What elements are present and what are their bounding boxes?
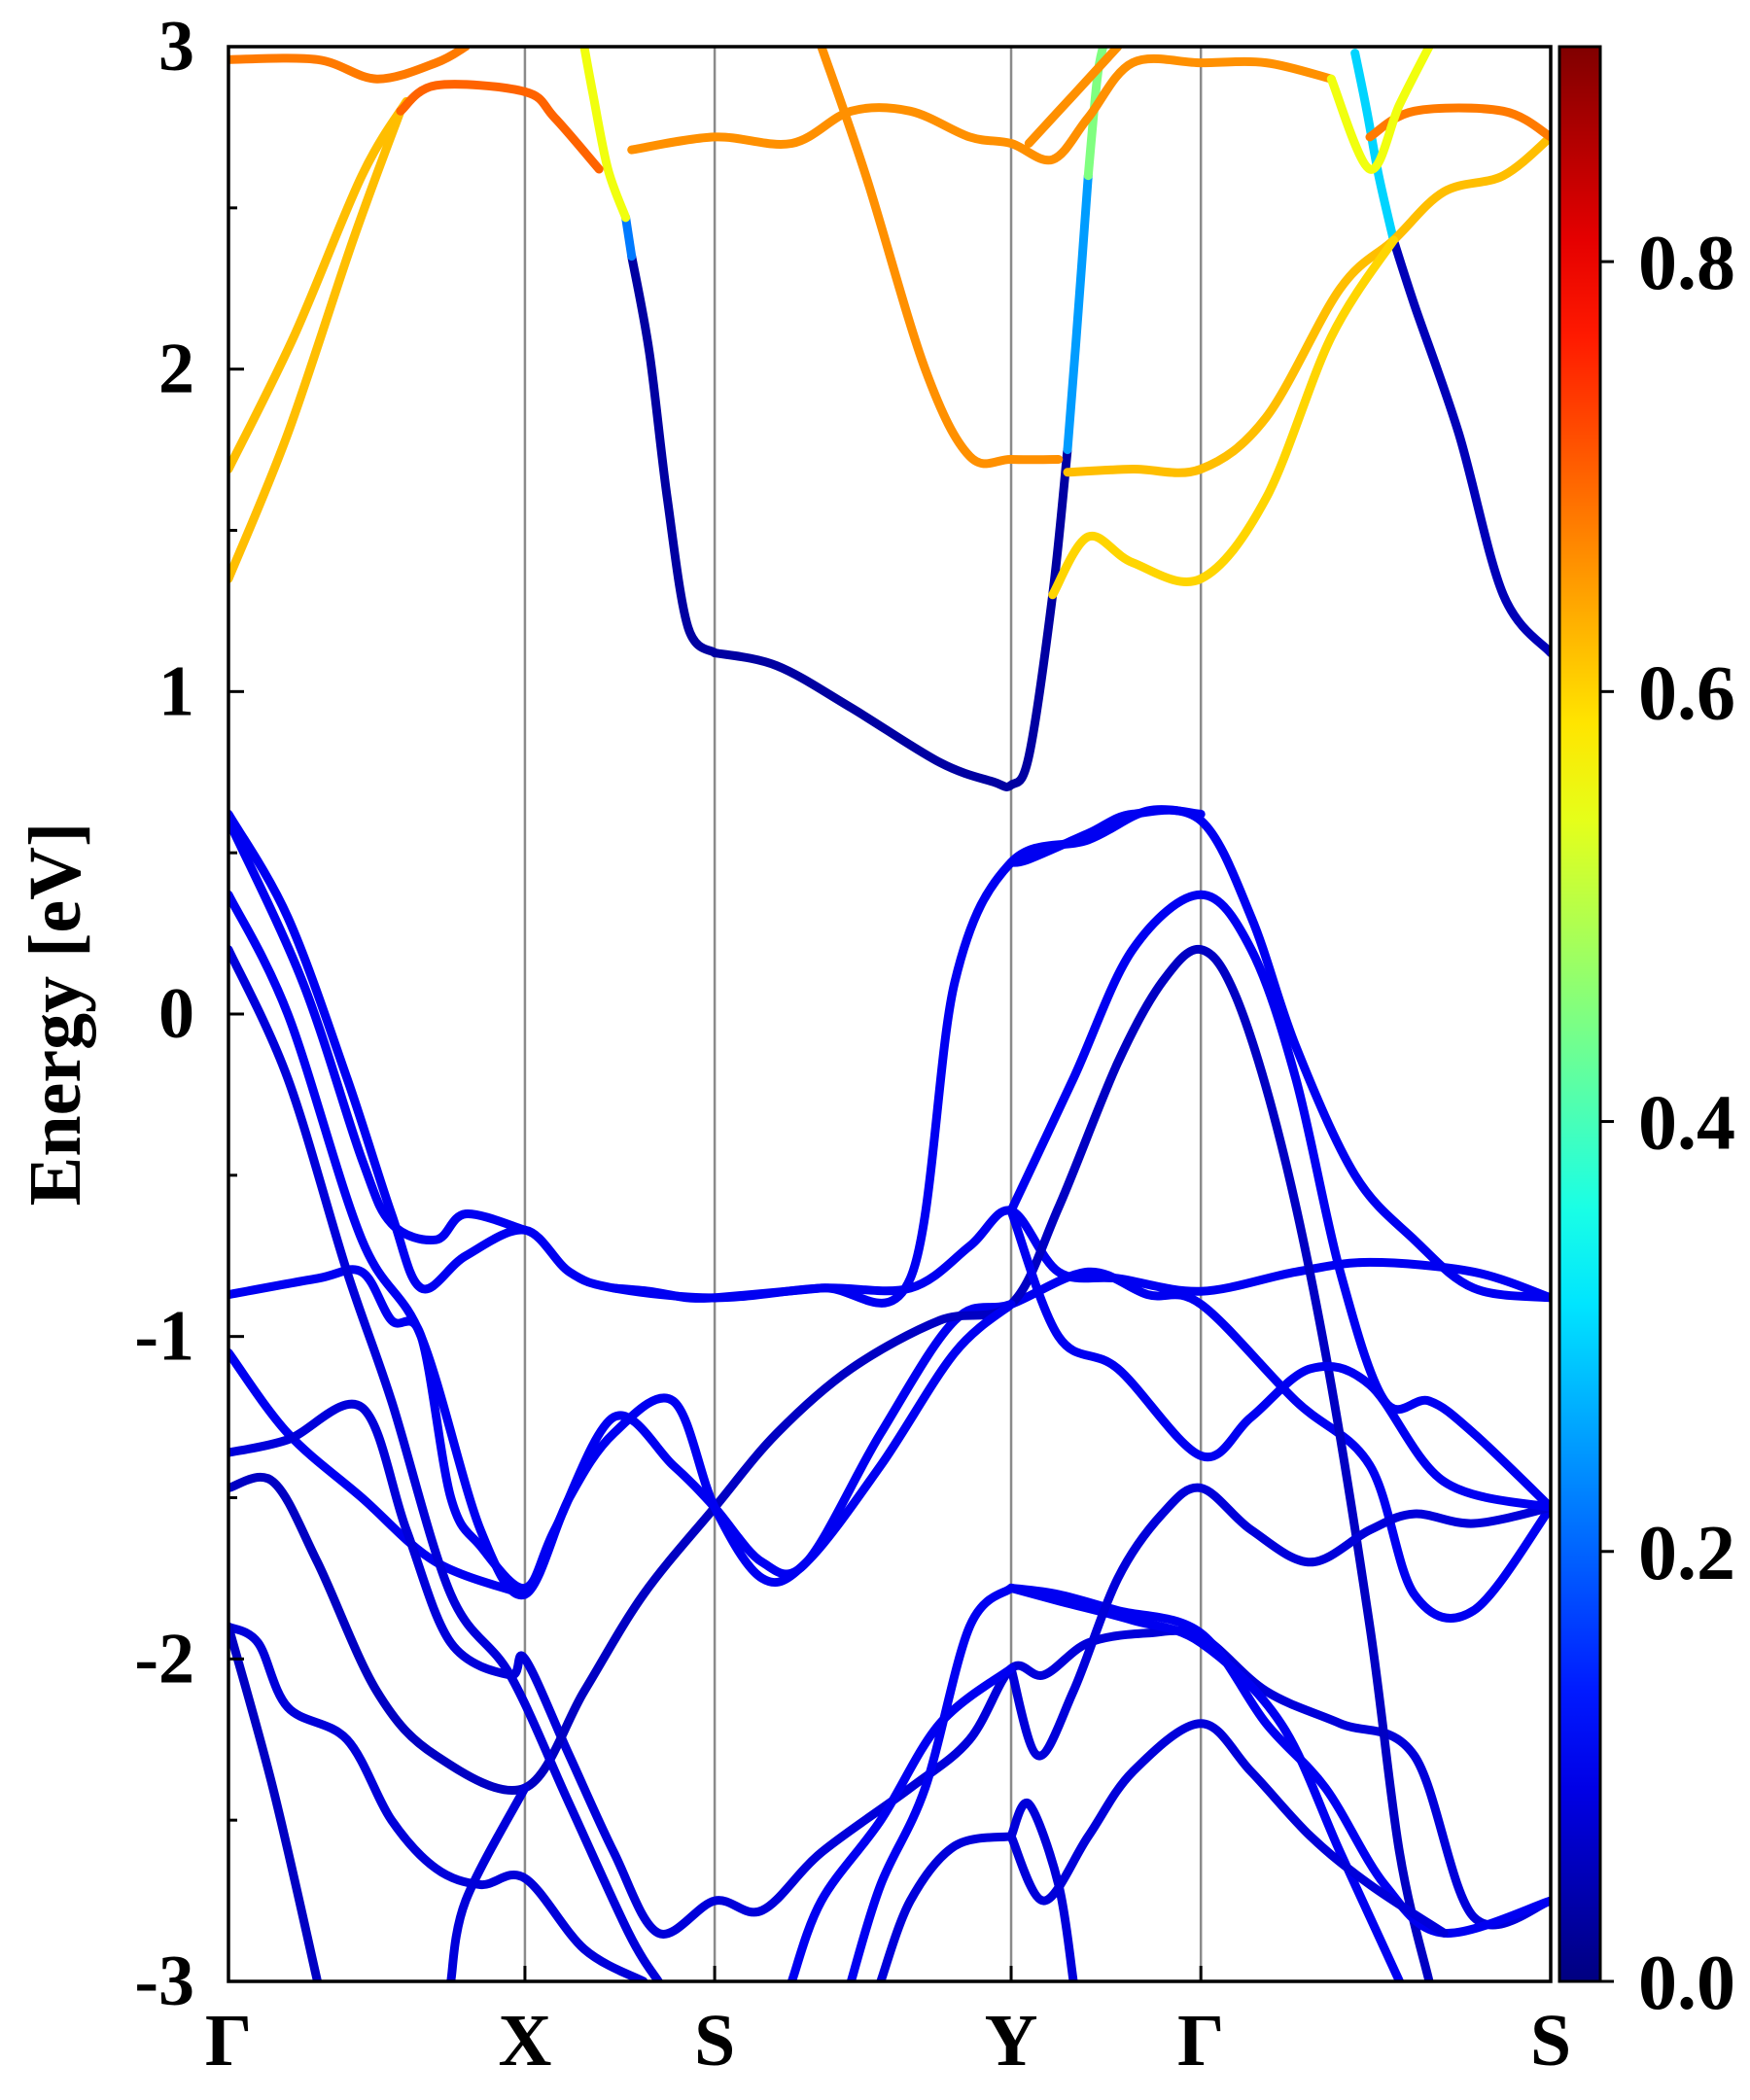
band-segment-31 [1006,890,1551,1512]
band-segment-16 [1024,47,1123,148]
kpoint-label: S [1530,2000,1571,2082]
band-segment-39 [1006,1798,1078,1981]
band-segment-27 [228,890,1016,1600]
band-segment-19 [228,809,1551,1303]
y-tick-label: 0 [158,974,194,1054]
band-segment-4 [621,213,637,262]
band-segment-6 [1388,235,1551,657]
plot-frame [227,45,1553,1983]
band-segment-22 [609,1283,719,1303]
band-segment-3 [627,252,719,657]
band-segment-38 [876,1832,1016,1981]
band-segment-14 [1063,132,1551,477]
y-tick-label: 1 [158,651,194,731]
colorbar: 0.0 0.2 0.4 0.6 0.8 [1558,45,1735,2026]
band-segment-36 [1006,1719,1449,1938]
band-segment-2 [1083,47,1108,181]
band-segment-8 [228,96,411,473]
y-tick-label: -1 [134,1297,194,1377]
kpoint-label: Y [985,2000,1038,2082]
band-segment-29 [1006,805,1551,1303]
band-segment-20 [228,816,530,1245]
band-segment-26 [228,1622,648,1981]
colorbar-tick-label: 0.6 [1638,650,1735,736]
band-segment-24 [228,1399,1551,1939]
y-tick-label: 2 [158,330,194,409]
kpoint-label: S [694,2000,735,2082]
band-segment-30 [710,805,1206,1308]
band-segment-10 [396,80,604,174]
band-segment-37 [846,1583,1016,1981]
y-axis-label: Energy [eV] [15,822,96,1207]
band-segment-34 [1006,1483,1551,1761]
band-segment-11 [228,47,471,84]
band-segment-18 [1326,47,1434,174]
band-segment-23 [228,1348,530,1599]
band-segment-15 [1048,235,1398,600]
band-segment-0 [710,445,1072,791]
y-tick-label: -3 [134,1942,194,2021]
colorbar-gradient [1558,45,1602,1983]
kpoint-label: Γ [1177,2000,1224,2082]
band-segment-1 [1063,171,1093,455]
band-segment-5 [579,47,631,223]
bands [228,47,1551,1981]
colorbar-tick-label: 0.2 [1638,1511,1735,1596]
kpoint-label: X [498,2000,551,2082]
kpoint-label: Γ [205,2000,252,2082]
band-segment-12 [627,53,1336,165]
band-segment-40 [787,1663,1016,1981]
band-segment-9 [228,106,405,583]
band-segment-32 [1006,1583,1551,1938]
band-segment-28 [228,945,663,1981]
y-tick-label: -2 [134,1619,194,1698]
band-segment-42 [446,1783,530,1981]
colorbar-tick-label: 0.4 [1638,1081,1735,1167]
band-segment-7 [1350,49,1398,245]
band-segment-41 [228,1622,322,1981]
y-tick-label: 3 [158,7,194,87]
colorbar-tick-label: 0.0 [1638,1941,1735,2026]
axes: -3 -2 -1 0 1 2 3 Γ X S Y Γ S Energy [eV] [15,7,1571,2082]
band-segment-35 [1006,1206,1551,1512]
band-segment-13 [817,47,1064,469]
colorbar-tick-label: 0.8 [1638,221,1735,306]
